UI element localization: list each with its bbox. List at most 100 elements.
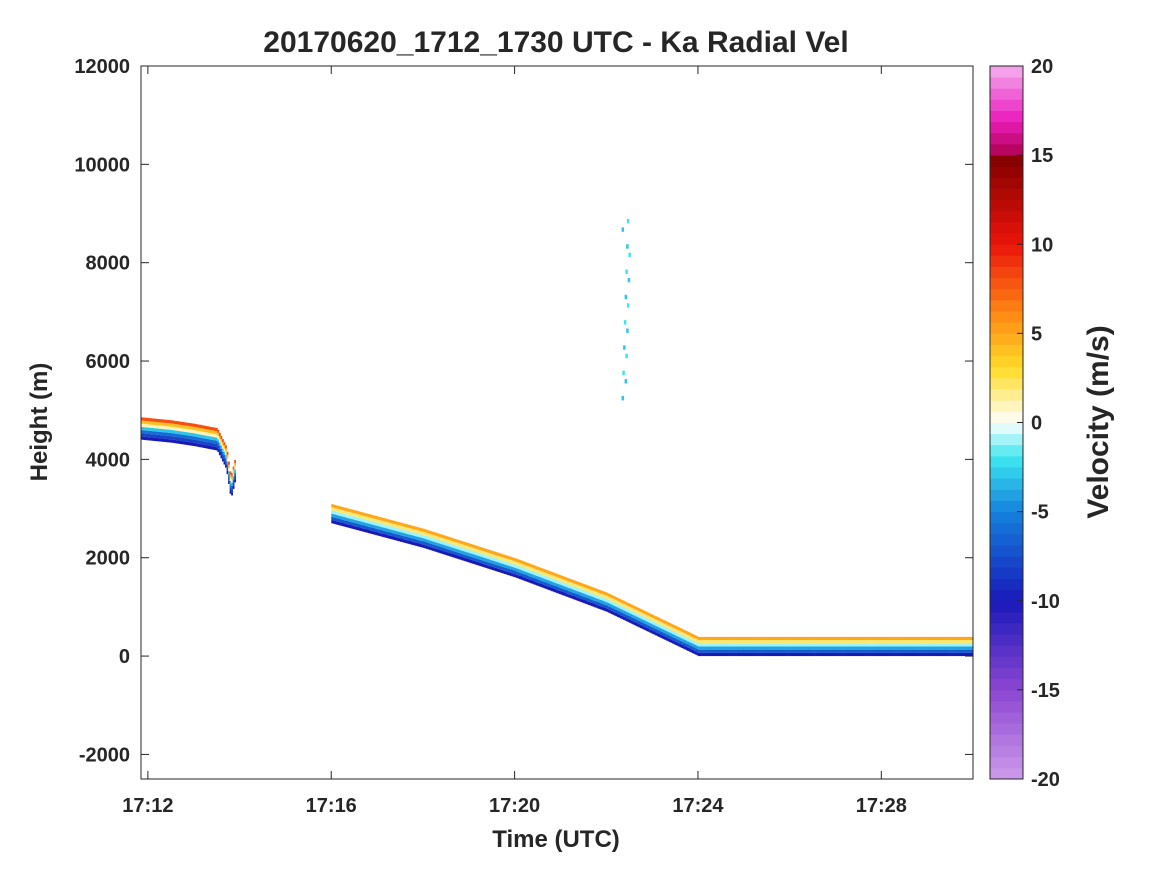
velocity-cell <box>418 533 421 538</box>
velocity-cell <box>543 585 546 589</box>
velocity-cell <box>939 649 942 653</box>
velocity-cell <box>392 520 395 524</box>
velocity-cell <box>927 646 929 650</box>
velocity-cell <box>372 527 375 532</box>
velocity-cell <box>821 643 824 647</box>
velocity-cell <box>719 646 722 650</box>
velocity-cell <box>163 422 166 426</box>
velocity-cell <box>884 643 887 647</box>
velocity-cell <box>192 426 195 431</box>
velocity-cell <box>670 623 673 627</box>
velocity-cell <box>817 649 819 653</box>
velocity-cell <box>142 420 145 424</box>
velocity-cell <box>635 619 638 623</box>
isolated-echo <box>628 252 631 258</box>
velocity-cell <box>548 570 551 575</box>
velocity-cell <box>555 586 558 590</box>
velocity-cell <box>565 583 567 587</box>
velocity-cell <box>827 649 830 653</box>
velocity-cell <box>664 636 667 640</box>
velocity-cell <box>726 646 729 650</box>
velocity-cell <box>506 555 509 559</box>
velocity-cell <box>595 595 598 599</box>
velocity-cell <box>678 636 680 641</box>
velocity-cell <box>717 643 720 647</box>
velocity-cell <box>180 434 183 438</box>
velocity-cell <box>176 427 178 431</box>
velocity-cell <box>540 580 543 584</box>
velocity-cell <box>684 639 687 644</box>
velocity-cell <box>701 652 703 657</box>
velocity-cell <box>892 646 894 650</box>
velocity-cell <box>510 569 512 573</box>
velocity-cell <box>418 543 421 547</box>
velocity-cell <box>797 643 800 647</box>
velocity-cell <box>858 652 861 657</box>
velocity-cell <box>763 636 766 641</box>
velocity-cell <box>344 511 347 515</box>
colorbar-swatch <box>990 277 1023 290</box>
velocity-cell <box>962 652 965 657</box>
velocity-cell <box>888 640 891 644</box>
velocity-cell <box>565 593 567 597</box>
velocity-cell <box>346 524 349 528</box>
velocity-cell <box>389 519 392 523</box>
colorbar-swatch <box>990 611 1023 624</box>
velocity-cell <box>896 649 899 653</box>
velocity-cell <box>543 575 546 579</box>
velocity-cell <box>435 532 437 536</box>
velocity-cell <box>940 646 943 650</box>
velocity-cell <box>598 602 601 606</box>
velocity-cell <box>840 646 842 650</box>
velocity-cell <box>473 548 476 552</box>
velocity-cell <box>713 646 716 650</box>
colorbar-swatch <box>990 433 1023 446</box>
x-tick-label: 17:16 <box>306 795 357 817</box>
velocity-cell <box>722 652 725 657</box>
isolated-echo <box>623 345 626 350</box>
velocity-cell <box>435 539 437 543</box>
colorbar-swatch <box>990 143 1023 156</box>
velocity-cell <box>332 514 335 518</box>
velocity-cell <box>862 636 865 641</box>
velocity-cell <box>658 620 661 625</box>
velocity-cell <box>708 649 711 653</box>
velocity-cell <box>503 567 506 571</box>
velocity-cell <box>907 640 910 644</box>
velocity-cell <box>554 579 557 583</box>
velocity-cell <box>196 427 198 431</box>
velocity-cell <box>670 636 673 640</box>
velocity-cell <box>182 434 185 438</box>
velocity-cell <box>641 609 644 613</box>
velocity-cell <box>846 640 849 644</box>
velocity-cell <box>610 598 613 602</box>
velocity-cell <box>505 558 508 562</box>
velocity-cell <box>200 441 203 445</box>
velocity-cell <box>739 636 742 641</box>
velocity-cell <box>163 426 166 430</box>
velocity-cell <box>731 640 734 644</box>
velocity-cell <box>508 572 511 576</box>
velocity-cell <box>595 604 598 608</box>
velocity-cell <box>377 529 379 533</box>
velocity-cell <box>194 433 197 437</box>
velocity-cell <box>197 443 200 447</box>
velocity-cell <box>574 596 577 600</box>
velocity-cell <box>352 513 355 517</box>
velocity-cell <box>372 531 375 535</box>
velocity-cell <box>174 436 177 441</box>
velocity-cell <box>887 636 890 641</box>
colorbar-swatch <box>990 489 1023 501</box>
velocity-cell <box>415 526 418 530</box>
velocity-cell <box>535 572 538 576</box>
velocity-cell <box>693 634 696 638</box>
colorbar-tick-label: 5 <box>1031 323 1042 345</box>
velocity-cell <box>956 649 959 653</box>
velocity-cell <box>775 646 778 650</box>
velocity-cell <box>789 649 792 653</box>
velocity-cell <box>930 649 933 653</box>
velocity-cell <box>159 438 162 442</box>
velocity-cell <box>444 538 447 542</box>
velocity-cell <box>199 434 201 438</box>
velocity-cell <box>921 640 923 644</box>
